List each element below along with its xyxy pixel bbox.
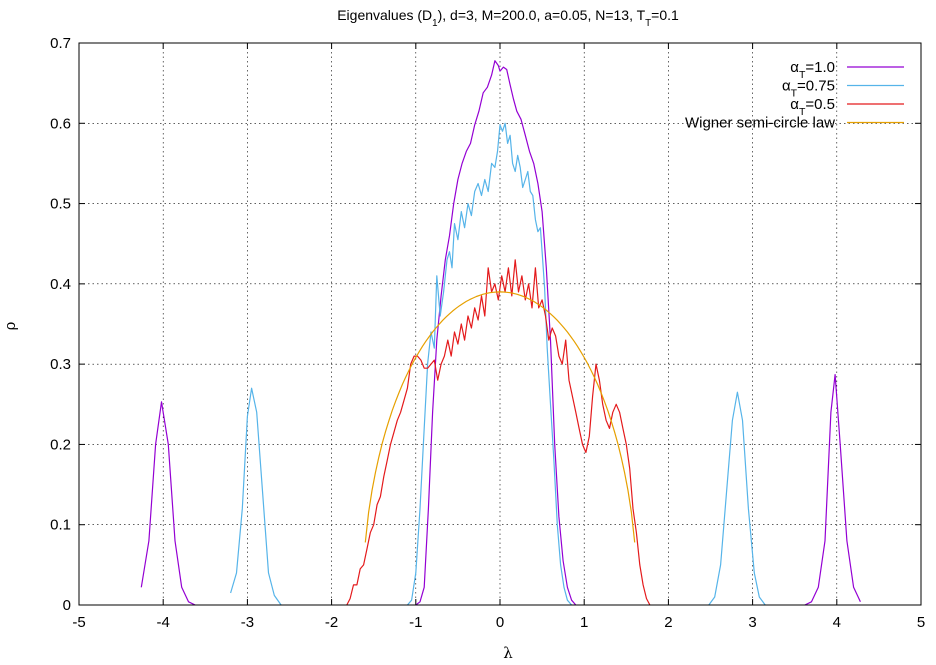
y-tick-label: 0.3 [50, 356, 71, 373]
x-tick-labels: -5 -4 -3 -2 -1 0 1 2 3 4 5 [72, 614, 925, 631]
grid-lines [79, 43, 921, 605]
series-layer [140, 60, 861, 606]
y-tick-label: 0 [63, 597, 71, 614]
x-tick-label: -3 [241, 614, 254, 631]
legend-label: αT=1.0 [790, 59, 835, 81]
x-tick-label: -1 [409, 614, 422, 631]
x-axis-label: λ [503, 644, 513, 662]
y-tick-label: 0.4 [50, 276, 71, 293]
x-tick-label: -5 [72, 614, 85, 631]
legend-label: αT=0.75 [782, 78, 835, 100]
series-line-t-0-75 [230, 122, 766, 606]
y-tick-label: 0.6 [50, 115, 71, 132]
series-line-wigner-semi-circle-law [364, 291, 636, 543]
x-tick-label: 3 [748, 614, 756, 631]
y-tick-label: 0.7 [50, 35, 71, 52]
series-line-t-1-0 [140, 60, 861, 606]
y-tick-label: 0.5 [50, 196, 71, 213]
x-tick-label: 1 [580, 614, 588, 631]
y-tick-labels: 0 0.1 0.2 0.3 0.4 0.5 0.6 0.7 [50, 35, 71, 614]
x-tick-label: 0 [496, 614, 504, 631]
x-tick-label: 5 [917, 614, 925, 631]
legend-label: αT=0.5 [790, 96, 835, 118]
y-axis-label: ρ [1, 321, 19, 330]
y-tick-label: 0.2 [50, 436, 71, 453]
y-tick-label: 0.1 [50, 517, 71, 534]
x-tick-label: -4 [157, 614, 170, 631]
chart-title: Eigenvalues (D1), d=3, M=200.0, a=0.05, … [337, 7, 679, 29]
tick-marks [78, 42, 922, 606]
series-line-t-0-5 [346, 259, 651, 606]
legend-label: Wigner semi-circle law [685, 115, 835, 132]
x-tick-label: 2 [664, 614, 672, 631]
x-tick-label: 4 [833, 614, 841, 631]
x-tick-label: -2 [325, 614, 338, 631]
